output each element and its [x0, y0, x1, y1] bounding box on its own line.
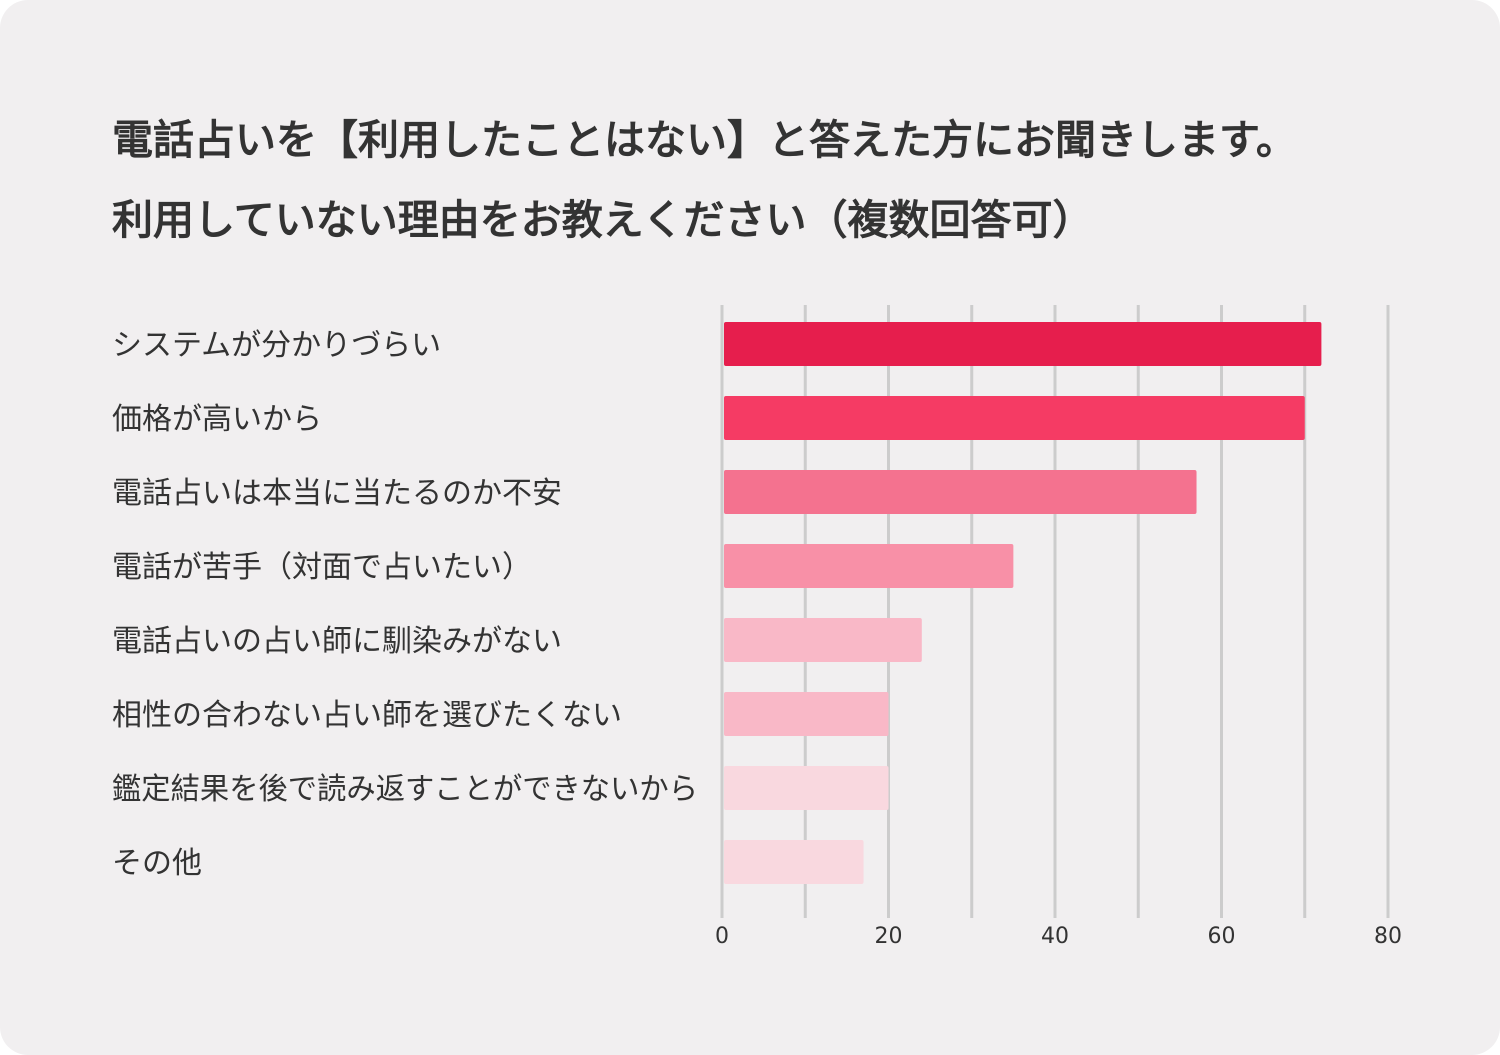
category-label: 電話が苦手（対面で占いたい） [112, 550, 532, 585]
chart-title-line-2: 利用していない理由をお教えください（複数回答可） [112, 196, 1094, 244]
category-label: 電話占いの占い師に馴染みがない [112, 624, 562, 659]
category-labels: システムが分かりづらい価格が高いから電話占いは本当に当たるのか不安電話が苦手（対… [112, 328, 698, 881]
category-label: システムが分かりづらい [112, 328, 441, 363]
bar [724, 766, 889, 810]
x-tick-label: 40 [1041, 924, 1069, 949]
category-label: 電話占いは本当に当たるのか不安 [112, 476, 562, 511]
category-label: 鑑定結果を後で読み返すことができないから [112, 772, 698, 807]
bars [724, 322, 1322, 884]
chart-title-line-1: 電話占いを【利用したことはない】と答えた方にお聞きします。 [112, 116, 1297, 164]
x-tick-label: 60 [1208, 924, 1236, 949]
bar [724, 618, 922, 662]
category-label: 価格が高いから [112, 402, 322, 437]
x-tick-labels: 0 20 40 60 80 [715, 924, 1402, 949]
bar [724, 396, 1305, 440]
bar [724, 322, 1322, 366]
category-label: 相性の合わない占い師を選びたくない [112, 698, 622, 733]
bar [724, 544, 1014, 588]
category-label: その他 [112, 846, 202, 881]
bar [724, 840, 864, 884]
chart-title: 電話占いを【利用したことはない】と答えた方にお聞きします。 利用していない理由を… [112, 100, 1452, 260]
bar [724, 692, 889, 736]
x-tick-label: 20 [875, 924, 903, 949]
x-tick-label: 0 [715, 924, 729, 949]
bar [724, 470, 1197, 514]
x-tick-label: 80 [1374, 924, 1402, 949]
